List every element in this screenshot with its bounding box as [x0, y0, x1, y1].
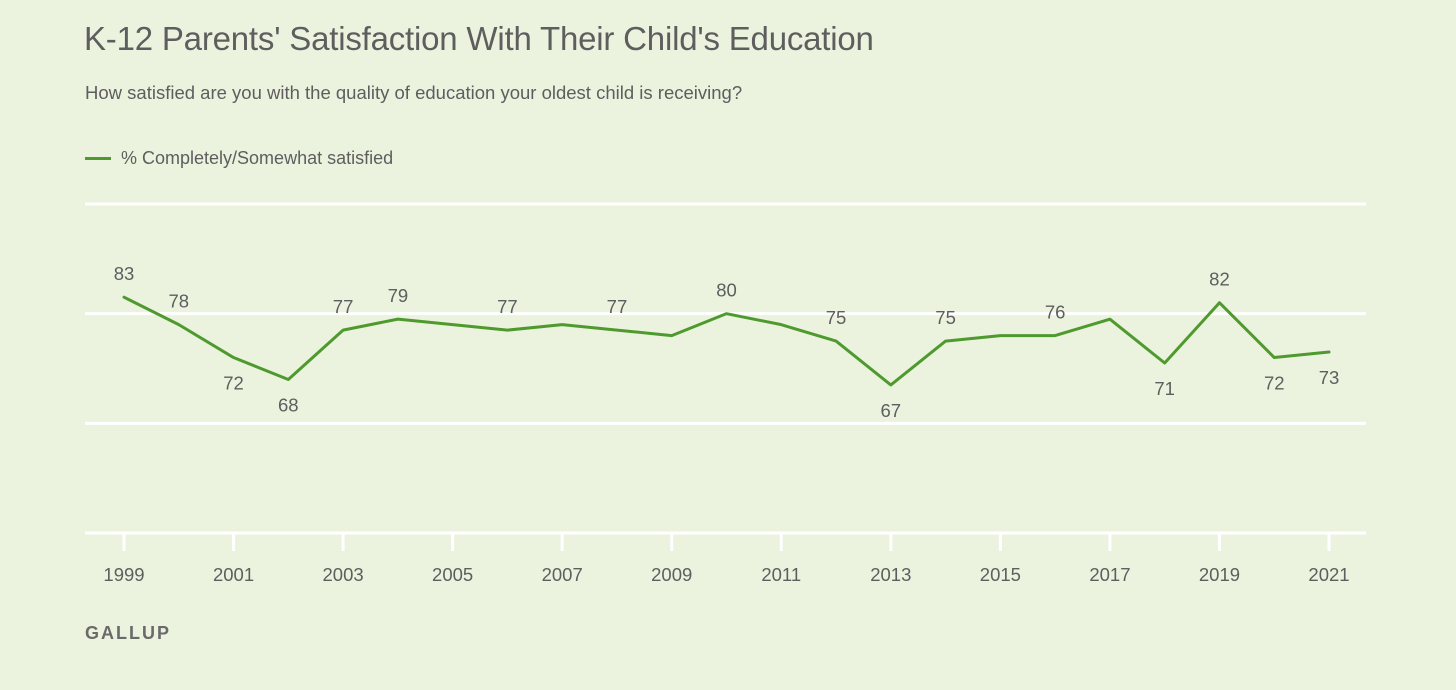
data-label-2012: 75 — [826, 307, 847, 328]
x-tick-label-2013: 2013 — [870, 564, 911, 585]
x-tick-label-2011: 2011 — [761, 564, 801, 585]
legend-label: % Completely/Somewhat satisfied — [121, 148, 394, 168]
chart-subtitle: How satisfied are you with the quality o… — [85, 82, 743, 103]
data-label-2021: 73 — [1319, 367, 1340, 388]
x-tick-label-2001: 2001 — [213, 564, 254, 585]
legend-swatch — [85, 157, 111, 160]
data-label-2003: 77 — [333, 296, 354, 317]
data-label-2019: 82 — [1209, 269, 1230, 290]
data-label-2004: 79 — [388, 285, 409, 306]
data-label-2014: 75 — [935, 307, 956, 328]
data-label-2001: 72 — [223, 373, 244, 394]
chart-title: K-12 Parents' Satisfaction With Their Ch… — [84, 20, 874, 57]
data-label-2006: 77 — [497, 296, 518, 317]
source-logo-text: GALLUP — [85, 623, 171, 643]
data-label-2020: 72 — [1264, 373, 1285, 394]
x-tick-label-2021: 2021 — [1308, 564, 1349, 585]
data-label-2013: 67 — [881, 400, 902, 421]
data-label-1999: 83 — [114, 263, 135, 284]
data-label-2008: 77 — [607, 296, 628, 317]
x-tick-label-2005: 2005 — [432, 564, 473, 585]
legend: % Completely/Somewhat satisfied — [85, 148, 393, 169]
data-label-2000: 78 — [168, 291, 189, 312]
data-label-2002: 68 — [278, 394, 299, 415]
x-tick-label-2019: 2019 — [1199, 564, 1240, 585]
data-label-2018: 71 — [1154, 378, 1175, 399]
series-line-0 — [122, 295, 1331, 387]
x-tick-label-2017: 2017 — [1089, 564, 1130, 585]
x-tick-label-2009: 2009 — [651, 564, 692, 585]
data-label-2016: 76 — [1045, 302, 1066, 323]
data-label-2010: 80 — [716, 280, 737, 301]
x-tick-label-2003: 2003 — [323, 564, 364, 585]
x-tick-label-2007: 2007 — [542, 564, 583, 585]
x-tick-label-2015: 2015 — [980, 564, 1021, 585]
x-tick-label-1999: 1999 — [103, 564, 144, 585]
